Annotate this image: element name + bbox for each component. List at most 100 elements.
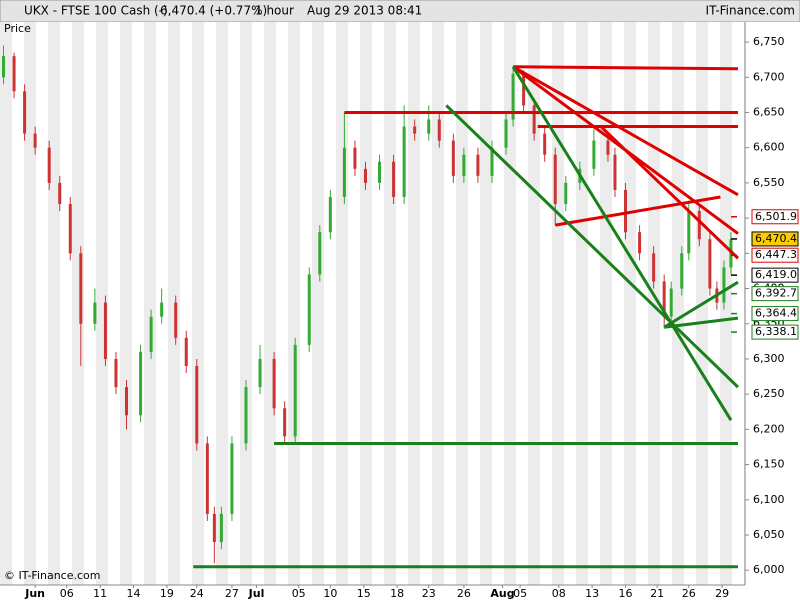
candle-body <box>68 204 72 254</box>
candle-body <box>2 56 6 78</box>
candle-body <box>624 189 628 233</box>
source: IT-Finance.com <box>706 4 795 18</box>
candle-body <box>402 126 406 197</box>
candle-body <box>392 161 396 197</box>
x-tick-label: 15 <box>357 587 371 600</box>
candle-body <box>697 211 701 240</box>
x-tick-label: 05 <box>292 587 306 600</box>
candle-body <box>532 105 536 134</box>
x-tick-label: 14 <box>127 587 141 600</box>
candle-body <box>462 154 466 176</box>
x-tick-label: 29 <box>715 587 729 600</box>
x-tick-label: 23 <box>422 587 436 600</box>
x-tick-label: 19 <box>160 587 174 600</box>
candle-body <box>47 147 51 183</box>
candle-body <box>272 358 276 409</box>
candle-body <box>103 302 107 359</box>
y-tick-label: 6,650 <box>753 105 785 118</box>
trend-line <box>512 65 739 197</box>
candle-body <box>195 365 199 444</box>
candle-body <box>283 408 287 437</box>
candle-body <box>58 182 62 205</box>
price-tag-label: 6,419.0 <box>755 268 797 281</box>
x-tick-label: 24 <box>190 587 204 600</box>
trend-line <box>663 316 739 329</box>
candle-body <box>606 140 610 155</box>
candle-body <box>184 337 188 366</box>
candle-body <box>669 288 673 317</box>
x-tick-label: Aug <box>490 587 514 600</box>
candle-body <box>93 302 97 324</box>
y-tick-label: 6,050 <box>753 528 785 541</box>
candle-body <box>564 182 568 205</box>
x-tick-label: 08 <box>552 587 566 600</box>
x-tick-label: 27 <box>225 587 239 600</box>
y-tick-label: 6,200 <box>753 422 785 435</box>
candle-body <box>437 119 441 141</box>
y-tick-label: 6,250 <box>753 387 785 400</box>
price-tag-box <box>751 306 799 322</box>
trend-line <box>554 195 721 227</box>
candle-body <box>12 56 16 92</box>
copyright: © IT-Finance.com <box>4 569 101 582</box>
x-tick-label: 10 <box>323 587 337 600</box>
trend-line <box>511 65 733 421</box>
candle-body <box>307 274 311 345</box>
candle-body <box>543 133 547 155</box>
price-tag-box <box>751 286 799 302</box>
y-tick-label: 6,100 <box>753 493 785 506</box>
x-tick-label: 26 <box>682 587 696 600</box>
price-tag-box <box>751 247 799 263</box>
candle-body <box>125 387 129 416</box>
candle-body <box>160 302 164 317</box>
x-tick-label: 06 <box>60 587 74 600</box>
x-tick-label: 18 <box>390 587 404 600</box>
candle-body <box>652 253 656 282</box>
candle-body <box>687 211 691 254</box>
price-tag-label: 6,470.4 <box>755 232 797 245</box>
y-tick-label: 6,150 <box>753 458 785 471</box>
price-tag-box <box>751 231 799 247</box>
price-tag-label: 6,447.3 <box>755 248 797 261</box>
y-tick-label: 6,750 <box>753 35 785 48</box>
x-tick-label: 21 <box>650 587 664 600</box>
candle-body <box>230 443 234 514</box>
candle-body <box>139 351 143 416</box>
candle-body <box>451 140 455 176</box>
y-tick-label: 6,300 <box>753 352 785 365</box>
candle-body <box>258 358 262 388</box>
x-tick-label: 13 <box>585 587 599 600</box>
candle-body <box>23 91 27 134</box>
x-tick-label: Jul <box>248 587 265 600</box>
candle-body <box>378 161 382 183</box>
timestamp: Aug 29 2013 08:41 <box>307 4 422 18</box>
candle-body <box>708 239 712 289</box>
x-tick-label: 26 <box>457 587 471 600</box>
candle-body <box>212 513 216 543</box>
candle-body <box>413 126 417 134</box>
plot-background <box>0 22 745 585</box>
candle-body <box>511 73 515 120</box>
x-tick-label: 05 <box>513 587 527 600</box>
price-tag-box <box>751 267 799 283</box>
candle-body <box>33 133 37 148</box>
candle-body <box>592 140 596 169</box>
candle-body <box>476 154 480 176</box>
candle-body <box>79 253 83 324</box>
x-tick-label: Jun <box>24 587 45 600</box>
price-tag-label: 6,501.9 <box>755 210 797 223</box>
candle-body <box>662 281 666 317</box>
candle-body <box>114 358 118 388</box>
candle-body <box>504 119 508 148</box>
candle-body <box>363 168 367 183</box>
price-tag-label: 6,392.7 <box>755 287 797 300</box>
candle-body <box>293 344 297 437</box>
candle-body <box>638 232 642 254</box>
candle-body <box>328 196 332 233</box>
last-price: 6,470.4 (+0.77%) <box>160 4 267 18</box>
chart-title: UKX - FTSE 100 Cash (-) <box>24 4 168 18</box>
price-tag-label: 6,338.1 <box>755 325 797 338</box>
candle-body <box>427 119 431 134</box>
candle-body <box>353 147 357 169</box>
